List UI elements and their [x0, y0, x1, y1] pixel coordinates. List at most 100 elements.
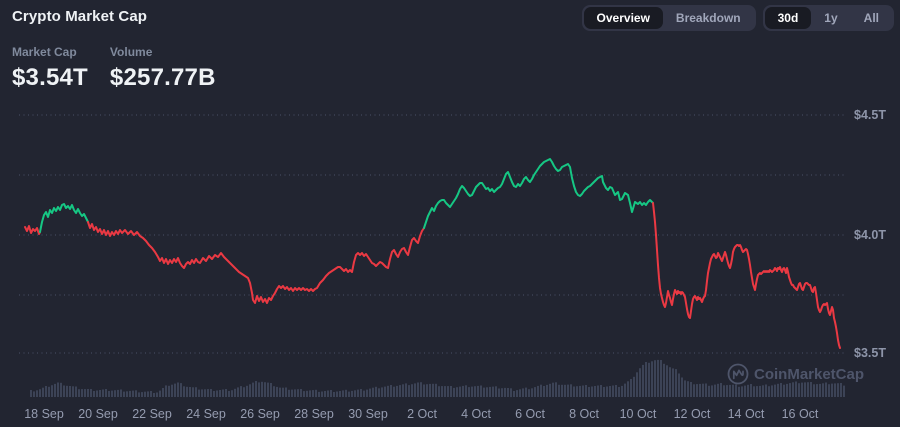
volume-bar — [132, 390, 134, 397]
volume-bar — [54, 383, 56, 397]
range-option-30d[interactable]: 30d — [764, 7, 812, 29]
volume-bar — [72, 386, 74, 398]
volume-bar — [279, 387, 281, 397]
volume-bar — [129, 390, 131, 397]
volume-bar — [669, 367, 671, 397]
volume-bar — [552, 382, 554, 397]
volume-bar — [492, 386, 494, 397]
volume-bar — [840, 383, 842, 397]
volume-bar — [786, 383, 788, 397]
volume-bar — [732, 384, 734, 397]
volume-bar — [375, 386, 377, 398]
volume-bar — [378, 388, 380, 397]
x-axis-label: 4 Oct — [461, 407, 491, 421]
volume-bar — [579, 385, 581, 397]
volume-bar — [630, 379, 632, 397]
volume-bar — [48, 386, 50, 397]
page-title: Crypto Market Cap — [12, 8, 148, 25]
volume-value: $257.77B — [109, 64, 216, 91]
volume-bar — [819, 383, 821, 397]
volume-bar — [567, 384, 569, 397]
volume-bar — [402, 384, 404, 397]
volume-bar — [144, 391, 146, 397]
volume-bar — [369, 388, 371, 397]
volume-bar — [183, 386, 185, 398]
volume-bar — [801, 382, 803, 397]
x-axis-label: 12 Oct — [674, 407, 711, 421]
volume-bar — [417, 382, 419, 397]
volume-bar — [522, 388, 524, 397]
volume-bar — [804, 382, 806, 397]
volume-bar — [666, 365, 668, 397]
volume-bar — [297, 389, 299, 397]
volume-bar — [729, 384, 731, 397]
volume-bar — [321, 391, 323, 397]
volume-bar — [270, 383, 272, 397]
volume-bar — [102, 389, 104, 397]
x-axis-label: 2 Oct — [407, 407, 437, 421]
volume-bar — [42, 387, 44, 397]
volume-bar — [489, 386, 491, 397]
volume-bar — [588, 387, 590, 397]
volume-bar — [111, 390, 113, 397]
volume-bar — [687, 381, 689, 397]
volume-bar — [147, 391, 149, 397]
volume-bar — [60, 382, 62, 398]
volume-bar — [315, 389, 317, 398]
volume-bar — [75, 386, 77, 397]
volume-bar — [534, 387, 536, 397]
x-axis-label: 18 Sep — [24, 407, 64, 421]
volume-bar — [228, 391, 230, 397]
volume-bar — [357, 389, 359, 397]
volume-bar — [186, 386, 188, 398]
volume-bar — [822, 383, 824, 397]
volume-bar — [699, 383, 701, 397]
volume-bar — [213, 391, 215, 397]
range-option-1y[interactable]: 1y — [811, 7, 850, 29]
volume-bar — [234, 388, 236, 397]
volume-bar — [339, 391, 341, 397]
volume-bar — [762, 385, 764, 397]
x-axis-label: 16 Oct — [782, 407, 819, 421]
range-option-all[interactable]: All — [851, 7, 892, 29]
volume-bar — [414, 383, 416, 397]
volume-bar — [513, 391, 515, 397]
volume-bar — [327, 390, 329, 397]
volume-bar — [807, 382, 809, 397]
volume-bar — [546, 384, 548, 397]
volume-bar — [324, 391, 326, 397]
volume-bar — [474, 386, 476, 397]
volume-bar — [651, 361, 653, 397]
volume-bar — [342, 390, 344, 397]
toggle-option-overview[interactable]: Overview — [583, 7, 663, 29]
price-line-red — [652, 202, 841, 349]
volume-bar — [516, 390, 518, 397]
volume-bar — [447, 386, 449, 397]
volume-bar — [813, 384, 815, 397]
volume-bar — [138, 392, 140, 397]
volume-bar — [318, 391, 320, 397]
chart-controls: Overview Breakdown 30d 1y All — [581, 5, 894, 31]
coinmarketcap-m-glyph — [732, 369, 744, 380]
y-axis-label: $4.5T — [854, 108, 886, 122]
volume-bar — [219, 390, 221, 397]
volume-bar — [288, 389, 290, 397]
volume-bar — [717, 383, 719, 397]
x-axis-label: 26 Sep — [240, 407, 280, 421]
volume-bar — [585, 385, 587, 397]
volume-bar — [45, 386, 47, 397]
volume-bar — [657, 359, 659, 397]
volume-bar — [336, 391, 338, 397]
volume-bar — [705, 383, 707, 397]
volume-bar — [759, 385, 761, 397]
volume-bar — [333, 392, 335, 397]
volume-bar — [675, 369, 677, 397]
volume-bar — [501, 388, 503, 397]
toggle-option-breakdown[interactable]: Breakdown — [663, 7, 754, 29]
volume-bar — [429, 383, 431, 397]
volume-bar — [360, 389, 362, 397]
volume-bar — [525, 387, 527, 397]
volume-bar — [618, 387, 620, 397]
volume-bar — [834, 383, 836, 397]
